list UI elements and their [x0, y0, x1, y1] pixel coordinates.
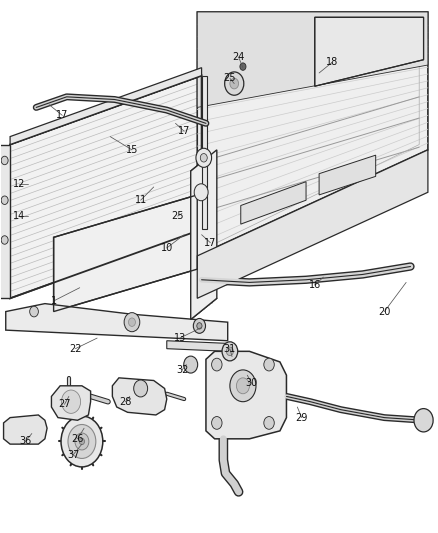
Text: 11: 11: [134, 195, 147, 205]
Circle shape: [237, 378, 250, 394]
Text: 26: 26: [71, 434, 84, 444]
Text: 17: 17: [204, 238, 216, 248]
Polygon shape: [206, 351, 286, 439]
Text: 12: 12: [13, 179, 25, 189]
Circle shape: [225, 72, 244, 95]
Text: 27: 27: [58, 399, 71, 409]
Circle shape: [124, 313, 140, 332]
Circle shape: [30, 306, 39, 317]
Circle shape: [1, 156, 8, 165]
Circle shape: [68, 424, 96, 458]
Text: 17: 17: [178, 126, 191, 136]
Polygon shape: [191, 150, 217, 319]
Text: 28: 28: [119, 397, 131, 407]
Circle shape: [230, 78, 239, 89]
Text: 37: 37: [67, 450, 79, 460]
Text: 22: 22: [69, 344, 81, 354]
Circle shape: [61, 416, 103, 467]
Polygon shape: [315, 17, 424, 86]
Circle shape: [184, 356, 198, 373]
Text: 25: 25: [171, 211, 184, 221]
Circle shape: [194, 184, 208, 201]
Polygon shape: [197, 12, 428, 108]
Text: 18: 18: [326, 58, 338, 67]
Circle shape: [230, 370, 256, 402]
Circle shape: [264, 358, 274, 371]
Circle shape: [200, 154, 207, 162]
Circle shape: [240, 63, 246, 70]
Circle shape: [212, 417, 222, 429]
Polygon shape: [197, 12, 428, 256]
Circle shape: [197, 322, 202, 329]
Circle shape: [79, 438, 85, 445]
Text: 36: 36: [19, 437, 32, 447]
Circle shape: [134, 380, 148, 397]
Polygon shape: [201, 76, 207, 229]
Text: 24: 24: [233, 52, 245, 62]
Text: 13: 13: [174, 333, 186, 343]
Polygon shape: [10, 68, 201, 144]
Polygon shape: [10, 76, 201, 298]
Circle shape: [226, 347, 233, 356]
Circle shape: [128, 318, 135, 326]
Polygon shape: [197, 150, 428, 298]
Circle shape: [75, 433, 89, 450]
Text: 16: 16: [309, 280, 321, 290]
Circle shape: [222, 342, 238, 361]
Text: 10: 10: [161, 243, 173, 253]
Text: 15: 15: [126, 145, 138, 155]
Circle shape: [196, 148, 212, 167]
Polygon shape: [319, 155, 376, 195]
Text: 1: 1: [50, 296, 57, 306]
Circle shape: [212, 358, 222, 371]
Text: 32: 32: [176, 365, 188, 375]
Text: 25: 25: [224, 73, 236, 83]
Text: 20: 20: [378, 306, 391, 317]
Polygon shape: [167, 341, 232, 351]
Circle shape: [414, 409, 433, 432]
Text: 14: 14: [13, 211, 25, 221]
Polygon shape: [0, 144, 10, 298]
Polygon shape: [241, 182, 306, 224]
Polygon shape: [4, 415, 47, 444]
Text: 29: 29: [296, 413, 308, 423]
Text: 31: 31: [224, 344, 236, 354]
Polygon shape: [51, 386, 91, 420]
Circle shape: [61, 390, 81, 414]
Circle shape: [193, 318, 205, 333]
Text: 17: 17: [56, 110, 68, 120]
Polygon shape: [53, 195, 197, 312]
Text: 30: 30: [246, 378, 258, 388]
Polygon shape: [6, 304, 228, 341]
Circle shape: [1, 236, 8, 244]
Circle shape: [1, 196, 8, 205]
Circle shape: [264, 417, 274, 429]
Polygon shape: [113, 378, 167, 415]
